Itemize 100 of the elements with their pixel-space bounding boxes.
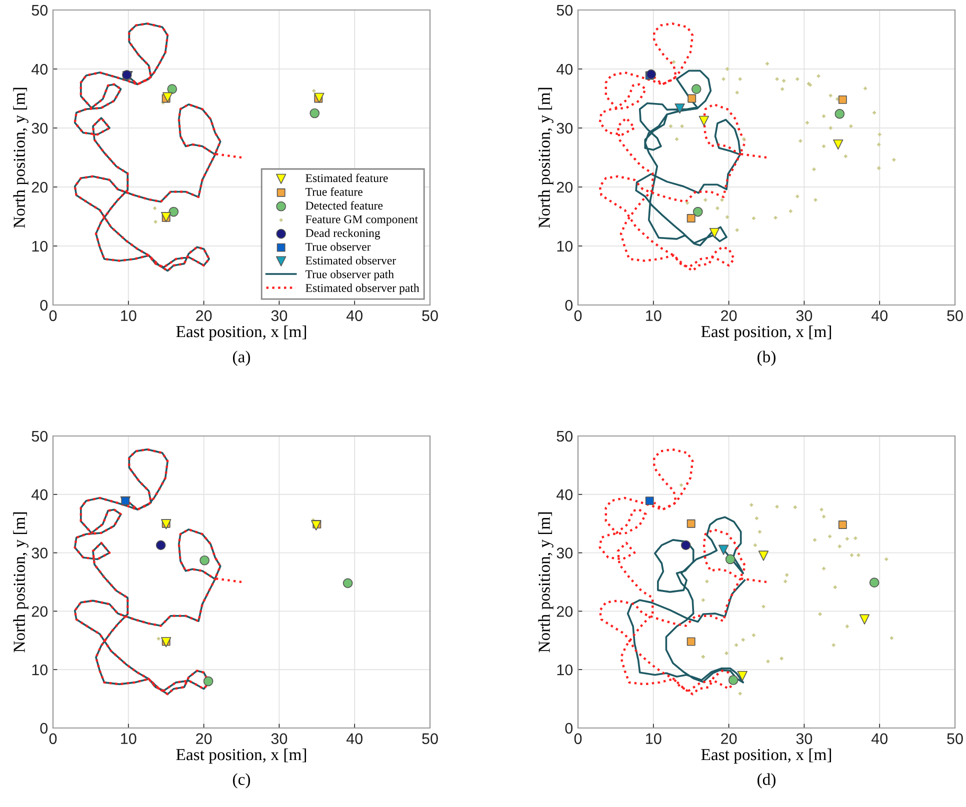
y-tick-label: 0 xyxy=(40,300,48,311)
x-tick-label: 20 xyxy=(196,310,212,322)
point xyxy=(698,116,709,126)
y-tick-label: 20 xyxy=(556,182,573,193)
legend-label: True observer xyxy=(306,242,371,251)
y-tick-label: 30 xyxy=(556,548,573,558)
point xyxy=(686,214,696,222)
y-tick-label: 10 xyxy=(557,664,573,676)
line-series xyxy=(598,22,768,272)
point xyxy=(718,544,729,555)
y-axis-title: North position, y [m] xyxy=(13,512,28,652)
point xyxy=(686,637,696,646)
legend-label: Feature GM component xyxy=(306,215,418,226)
y-tick-label: 30 xyxy=(556,122,573,134)
x-tick-label: 0 xyxy=(49,310,57,322)
point xyxy=(725,554,736,564)
line-series xyxy=(626,516,746,684)
y-axis-title: North position, y [m] xyxy=(538,512,554,652)
point xyxy=(692,206,703,217)
point xyxy=(859,614,870,624)
x-tick-label: 50 xyxy=(422,310,438,322)
point xyxy=(310,108,320,118)
point xyxy=(342,578,353,588)
legend-label: Estimated observer path xyxy=(306,284,420,294)
x-tick-label: 20 xyxy=(196,733,212,744)
y-tick-label: 50 xyxy=(556,4,573,16)
x-tick-label: 50 xyxy=(947,310,963,322)
y-tick-label: 0 xyxy=(565,722,573,734)
point xyxy=(834,108,845,119)
point xyxy=(162,92,173,102)
y-axis-title: North position, y [m] xyxy=(538,88,554,228)
point xyxy=(686,519,696,528)
point xyxy=(646,69,656,80)
y-tick-label: 50 xyxy=(32,430,48,442)
y-axis-title: North position, y [m] xyxy=(13,88,28,228)
x-tick-label: 0 xyxy=(49,733,57,744)
point xyxy=(156,540,166,550)
text: (a) xyxy=(232,350,250,366)
y-tick-label: 40 xyxy=(556,64,573,75)
x-axis-title: East position, x [m] xyxy=(701,748,831,764)
x-tick-label: 0 xyxy=(574,310,582,322)
point xyxy=(737,670,748,682)
legend-label: Dead reckoning xyxy=(306,228,380,240)
point xyxy=(709,228,720,238)
x-tick-label: 30 xyxy=(796,310,812,322)
y-tick-label: 0 xyxy=(565,300,573,311)
y-tick-label: 0 xyxy=(40,722,48,734)
y-tick-label: 20 xyxy=(32,182,48,193)
y-tick-label: 10 xyxy=(557,240,573,252)
point xyxy=(728,675,738,686)
point xyxy=(674,103,685,114)
x-tick-label: 40 xyxy=(871,310,888,322)
y-tick-label: 20 xyxy=(32,606,48,617)
legend-label: Estimated feature xyxy=(306,174,388,182)
x-tick-label: 30 xyxy=(271,310,288,322)
y-tick-label: 10 xyxy=(32,240,48,252)
x-tick-label: 40 xyxy=(871,733,888,744)
y-tick-label: 30 xyxy=(32,122,48,134)
line-series xyxy=(598,448,768,696)
x-tick-label: 40 xyxy=(346,310,362,322)
point xyxy=(200,555,210,566)
x-tick-label: 10 xyxy=(646,733,662,744)
point xyxy=(758,550,769,561)
point xyxy=(833,139,844,150)
text: (b) xyxy=(758,350,776,366)
x-tick-label: 0 xyxy=(574,733,582,744)
point xyxy=(203,676,214,686)
y-tick-label: 50 xyxy=(32,4,48,16)
x-tick-label: 20 xyxy=(721,733,737,744)
y-tick-label: 40 xyxy=(32,489,48,500)
point xyxy=(838,95,847,104)
x-tick-label: 10 xyxy=(121,310,136,322)
x-tick-label: 10 xyxy=(121,733,136,744)
x-tick-label: 50 xyxy=(422,733,438,744)
legend-label: True observer path xyxy=(306,270,394,281)
x-axis-title: East position, x [m] xyxy=(176,748,306,764)
point xyxy=(691,84,702,94)
legend-label: True feature xyxy=(306,187,362,196)
y-tick-label: 30 xyxy=(32,548,48,558)
x-tick-label: 30 xyxy=(796,733,812,744)
point xyxy=(869,578,880,588)
y-tick-label: 20 xyxy=(556,606,573,617)
point xyxy=(838,520,847,529)
point xyxy=(168,206,179,217)
point xyxy=(167,84,178,94)
y-tick-label: 10 xyxy=(32,664,48,676)
x-tick-label: 30 xyxy=(271,733,288,744)
legend-label: Detected feature xyxy=(306,201,383,210)
text: (d) xyxy=(758,773,776,788)
x-tick-label: 10 xyxy=(646,310,662,322)
x-tick-label: 20 xyxy=(721,310,737,322)
y-tick-label: 40 xyxy=(556,489,573,500)
x-axis-title: East position, x [m] xyxy=(701,325,831,341)
point xyxy=(688,94,696,103)
text: (c) xyxy=(232,773,250,788)
x-tick-label: 50 xyxy=(947,733,963,744)
line-series xyxy=(635,70,742,246)
point xyxy=(680,540,691,550)
point xyxy=(645,496,654,506)
y-tick-label: 50 xyxy=(556,430,573,442)
